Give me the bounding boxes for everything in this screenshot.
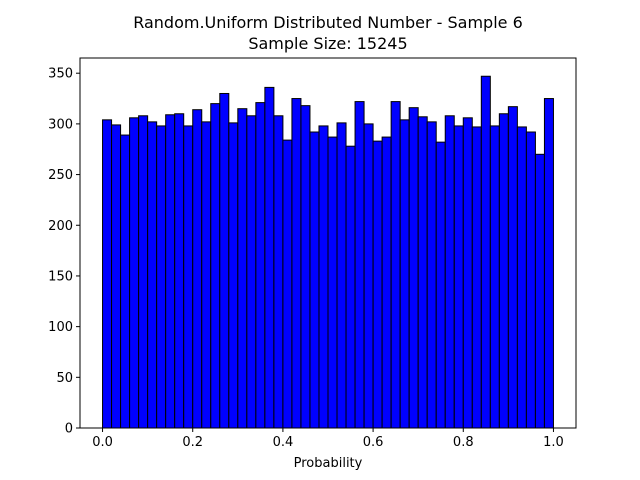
y-tick-label: 250 bbox=[48, 168, 73, 183]
histogram-bar bbox=[417, 116, 428, 429]
histogram-bar bbox=[291, 98, 302, 429]
histogram-bar bbox=[327, 136, 338, 429]
histogram-bar bbox=[435, 141, 446, 429]
x-tick-label: 0.0 bbox=[92, 435, 113, 450]
histogram-bar bbox=[228, 122, 239, 429]
histogram-bar bbox=[525, 131, 536, 429]
y-tick-label: 0 bbox=[65, 422, 73, 437]
histogram-bar bbox=[264, 86, 275, 429]
histogram-bar bbox=[534, 153, 545, 429]
x-tick-label: 1.0 bbox=[543, 435, 564, 450]
histogram-bar bbox=[102, 119, 113, 429]
y-tick-label: 200 bbox=[48, 219, 73, 234]
histogram-bar bbox=[543, 98, 554, 429]
histogram-bar bbox=[381, 136, 392, 429]
histogram-bar bbox=[372, 140, 383, 429]
histogram-bar bbox=[210, 103, 221, 429]
x-tick-label: 0.8 bbox=[453, 435, 474, 450]
histogram-bar bbox=[426, 121, 437, 429]
y-tick-label: 150 bbox=[48, 269, 73, 284]
histogram-bar bbox=[516, 126, 527, 429]
histogram-bar bbox=[480, 75, 491, 429]
chart-subtitle: Sample Size: 15245 bbox=[248, 34, 407, 53]
plot-frame bbox=[79, 57, 577, 429]
histogram-bar bbox=[336, 122, 347, 429]
histogram-bar bbox=[309, 131, 320, 429]
histogram-bar bbox=[156, 125, 167, 429]
histogram-bar bbox=[111, 124, 122, 429]
histogram-bar bbox=[282, 139, 293, 429]
histogram-bar bbox=[219, 92, 230, 429]
histogram-bar bbox=[318, 125, 329, 429]
x-tick-label: 0.2 bbox=[182, 435, 203, 450]
histogram-bar bbox=[201, 121, 212, 429]
histogram-bar bbox=[129, 117, 140, 429]
x-axis-ticks: 0.0 0.2 0.4 0.6 0.8 1.0 bbox=[92, 428, 564, 450]
histogram-bar bbox=[192, 109, 203, 429]
x-axis-label: Probability bbox=[294, 456, 363, 471]
histogram-bar bbox=[147, 121, 158, 429]
x-tick-label: 0.6 bbox=[363, 435, 384, 450]
histogram-bar bbox=[174, 113, 185, 429]
histogram-bar bbox=[345, 145, 356, 429]
histogram-bar bbox=[237, 108, 248, 429]
y-tick-label: 50 bbox=[56, 371, 73, 386]
histogram-bar bbox=[165, 114, 176, 429]
histogram-bar bbox=[453, 125, 464, 429]
histogram-bar bbox=[462, 117, 473, 429]
histogram-bar bbox=[408, 107, 419, 429]
histogram-bar bbox=[390, 101, 401, 429]
histogram-bar bbox=[399, 119, 410, 429]
chart-title: Random.Uniform Distributed Number - Samp… bbox=[133, 13, 523, 32]
histogram-bar bbox=[273, 115, 284, 429]
histogram-bar bbox=[354, 101, 365, 429]
histogram-bar bbox=[489, 125, 500, 429]
histogram-bar bbox=[120, 134, 131, 429]
histogram-bar bbox=[498, 113, 509, 429]
y-tick-label: 100 bbox=[48, 320, 73, 335]
histogram-bar bbox=[138, 115, 149, 429]
y-tick-label: 350 bbox=[48, 67, 73, 82]
y-axis-ticks: 0 50 100 150 200 250 300 350 bbox=[48, 67, 80, 437]
histogram-bar bbox=[183, 125, 194, 429]
histogram-bar bbox=[444, 115, 455, 429]
histogram-bar bbox=[507, 106, 518, 429]
histogram-bar bbox=[255, 102, 266, 429]
histogram-bar bbox=[471, 126, 482, 429]
bars-group bbox=[102, 75, 554, 429]
histogram-bar bbox=[363, 123, 374, 429]
x-tick-label: 0.4 bbox=[273, 435, 294, 450]
y-tick-label: 300 bbox=[48, 117, 73, 132]
histogram-bar bbox=[300, 105, 311, 429]
histogram-bar bbox=[246, 115, 257, 429]
